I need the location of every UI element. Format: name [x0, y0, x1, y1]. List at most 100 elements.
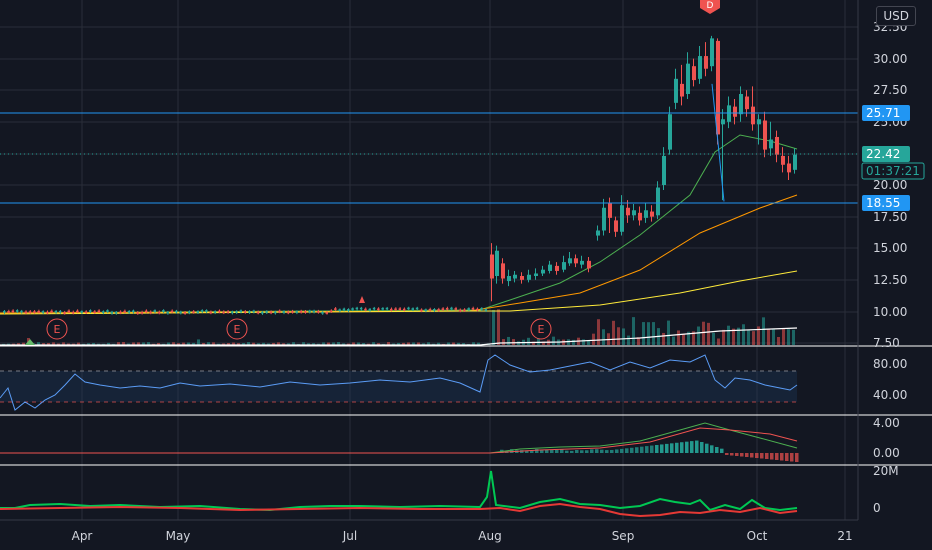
volume-bar	[727, 325, 730, 345]
volume-bar	[312, 343, 315, 345]
macd-hist-bar	[510, 449, 514, 453]
countdown-bg	[861, 162, 925, 180]
macd-hist-bar	[550, 449, 554, 453]
macd-line	[0, 422, 798, 454]
time-tick-label: Aug	[478, 529, 501, 543]
candle-body	[24, 311, 27, 314]
candle-body	[196, 311, 199, 313]
candle-body	[132, 310, 135, 313]
volume-bar	[672, 336, 675, 345]
volume-bar	[762, 317, 765, 345]
volume-bar	[352, 342, 355, 345]
volume-bar	[747, 329, 750, 345]
volume-bar	[367, 343, 370, 345]
volume-bar	[457, 342, 460, 345]
candle-body	[668, 114, 672, 150]
candle-body	[93, 311, 96, 313]
candle-body	[256, 311, 260, 314]
macd-hist-bar	[580, 450, 584, 453]
candle-body	[114, 311, 118, 314]
ma-mid-line	[0, 194, 798, 314]
volume-bar	[432, 343, 435, 345]
candle-body	[205, 310, 208, 312]
signal-marker	[25, 339, 35, 345]
currency-button[interactable]: USD	[876, 6, 916, 26]
candle-body	[179, 311, 182, 314]
candle-body	[445, 307, 449, 310]
candle-body	[359, 307, 363, 310]
candle-body	[157, 311, 161, 314]
candle-body	[513, 274, 517, 279]
volume-bar	[437, 342, 440, 345]
candle-body	[347, 309, 350, 311]
macd-hist-bar	[690, 441, 694, 453]
candle-body	[490, 254, 494, 279]
volume-bar	[592, 333, 595, 345]
candle-body	[769, 139, 773, 149]
volume-bar	[257, 343, 260, 345]
macd-hist-bar	[720, 448, 724, 453]
earnings-marker[interactable]	[226, 318, 248, 340]
macd-hist-bar	[755, 453, 759, 458]
candle-body	[325, 312, 328, 314]
volume-bar	[662, 332, 665, 345]
candle-body	[243, 311, 247, 313]
volume-bar	[507, 336, 510, 345]
macd-hist-bar	[555, 449, 559, 453]
macd-hist-bar	[585, 450, 589, 453]
candle-body	[420, 309, 423, 312]
volume-bar	[37, 342, 40, 345]
candle-body	[295, 311, 298, 313]
candle-body	[662, 155, 666, 185]
macd-tick-label: 0.00	[873, 446, 900, 460]
volume-bar	[427, 342, 430, 345]
candle-body	[495, 250, 499, 277]
earnings-marker[interactable]	[530, 318, 552, 340]
candle-body	[704, 56, 708, 69]
candle-body	[308, 310, 311, 313]
volume-bar	[752, 331, 755, 345]
candle-body	[41, 311, 45, 313]
macd-hist-bar	[750, 453, 754, 458]
volume-bar	[337, 342, 340, 345]
volume-bar	[92, 342, 95, 345]
volume-bar	[392, 343, 395, 345]
volume-bar	[722, 329, 725, 345]
macd-hist-bar	[740, 453, 744, 457]
macd-hist-bar	[680, 442, 684, 453]
candle-body	[183, 312, 187, 314]
candle-body	[428, 308, 432, 311]
candle-body	[252, 310, 255, 313]
candle-body	[398, 308, 402, 311]
candle-body	[222, 311, 225, 314]
candle-body	[282, 311, 285, 313]
macd-hist-bar	[600, 449, 604, 453]
candle-body	[632, 210, 636, 216]
volume-bar	[527, 337, 530, 345]
volume-bar	[132, 342, 135, 345]
volume-bar	[587, 340, 590, 345]
volume-bar	[402, 342, 405, 345]
dividend-marker[interactable]	[700, 0, 720, 14]
macd-hist-bar	[530, 450, 534, 453]
volume-bar	[687, 331, 690, 345]
flow-tick-label: 0	[873, 501, 881, 515]
candle-body	[781, 155, 785, 165]
candle-body	[299, 311, 303, 313]
candle-body	[674, 78, 678, 103]
candle-body	[596, 230, 600, 236]
candle-body	[226, 311, 230, 313]
candle-body	[71, 311, 75, 314]
candle-body	[153, 310, 156, 312]
volume-bar	[772, 329, 775, 345]
candle-body	[437, 309, 440, 311]
macd-hist-bar	[525, 450, 529, 453]
earnings-marker[interactable]	[46, 318, 68, 340]
candle-body	[501, 263, 505, 279]
volume-bar	[377, 343, 380, 345]
macd-hist-bar	[710, 445, 714, 453]
candle-body	[534, 273, 538, 277]
volume-bar	[62, 342, 65, 345]
